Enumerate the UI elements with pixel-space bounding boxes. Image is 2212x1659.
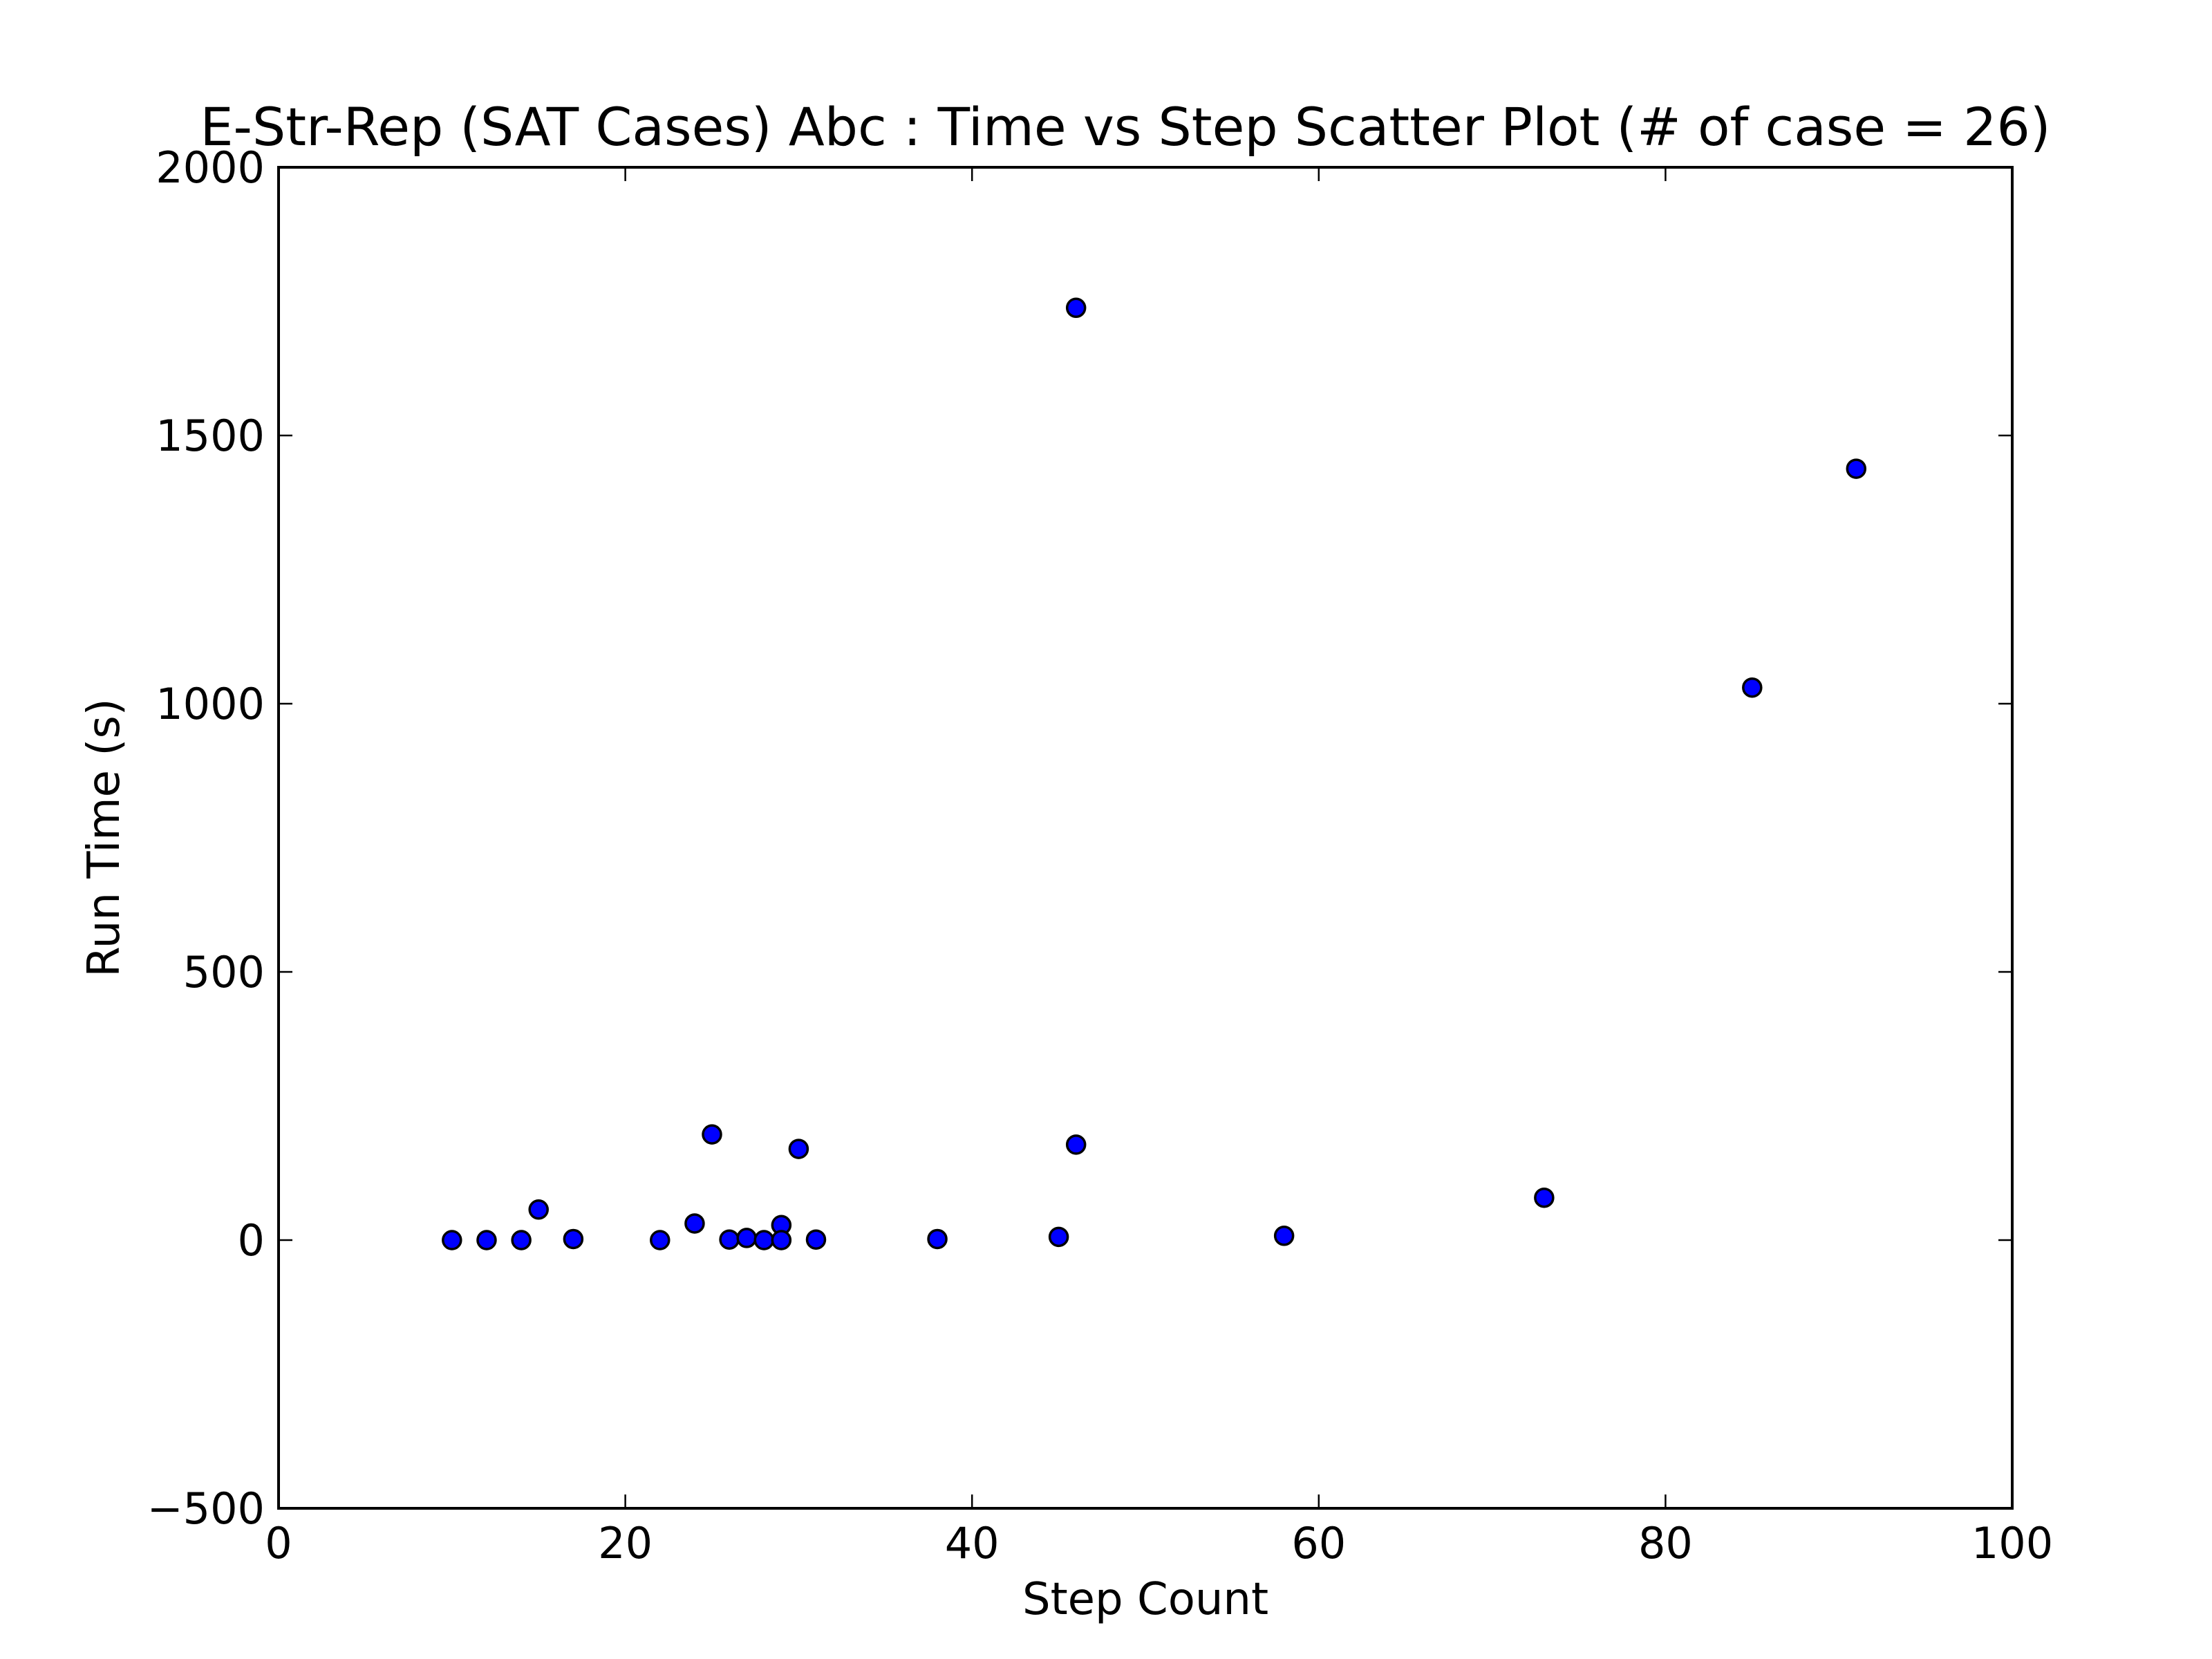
x-tick-label: 0: [265, 1518, 292, 1568]
data-point: [684, 1213, 705, 1234]
y-tick-label: −500: [147, 1483, 265, 1534]
data-point: [736, 1228, 757, 1248]
y-tick-label: 0: [238, 1215, 265, 1266]
chart-title: E-Str-Rep (SAT Cases) Abc : Time vs Step…: [200, 96, 2051, 158]
y-tick-label: 1500: [156, 411, 265, 461]
data-point: [442, 1230, 462, 1250]
data-point: [1273, 1226, 1295, 1246]
data-point: [805, 1229, 827, 1250]
x-tick-label: 20: [598, 1518, 653, 1568]
x-tick-label: 60: [1291, 1518, 1346, 1568]
data-point: [1048, 1226, 1069, 1248]
data-point: [702, 1124, 722, 1145]
y-tick-label: 2000: [156, 142, 265, 193]
x-tick-label: 40: [945, 1518, 1000, 1568]
x-tick-label: 100: [1971, 1518, 2053, 1568]
data-point: [1742, 677, 1763, 698]
data-point: [1065, 297, 1087, 319]
data-point: [563, 1228, 584, 1250]
data-point: [1534, 1187, 1555, 1208]
y-axis-label: Run Time (s): [79, 698, 130, 977]
data-point: [788, 1138, 809, 1159]
plot-area-frame: [277, 166, 2014, 1510]
y-tick-label: 1000: [156, 679, 265, 729]
data-point: [753, 1230, 774, 1250]
data-points: [442, 297, 1867, 1250]
data-point: [511, 1230, 532, 1250]
x-axis-label: Step Count: [1022, 1574, 1268, 1625]
data-point: [1065, 1134, 1087, 1155]
data-point: [528, 1199, 549, 1220]
data-point: [719, 1229, 740, 1250]
data-point: [1846, 458, 1867, 479]
data-point: [650, 1230, 671, 1250]
x-tick-label: 80: [1638, 1518, 1693, 1568]
y-tick-label: 500: [183, 947, 265, 997]
data-point: [927, 1228, 948, 1250]
data-point: [476, 1230, 497, 1250]
data-point: [771, 1230, 792, 1250]
